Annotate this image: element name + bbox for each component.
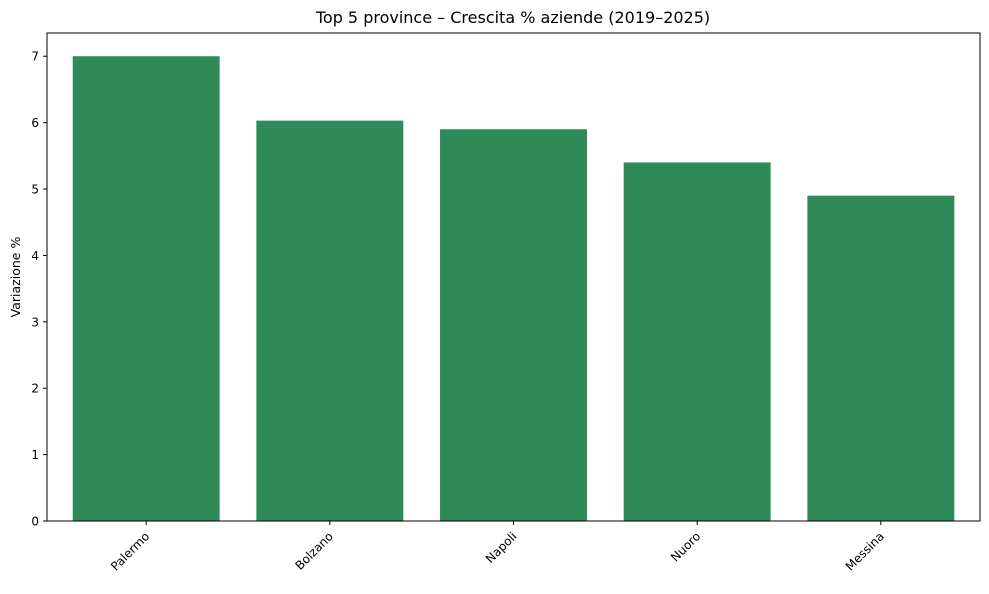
y-tick-label: 3 (31, 315, 39, 329)
bar-bolzano (256, 120, 404, 522)
y-tick-label: 5 (31, 183, 39, 197)
y-tick-label: 1 (31, 448, 39, 462)
bar-messina (807, 195, 955, 521)
x-tick-label: Nuoro (668, 529, 703, 564)
x-tick-label: Bolzano (292, 529, 335, 572)
plot-frame (46, 32, 981, 522)
y-tick-label: 0 (31, 515, 39, 529)
y-tick-label: 4 (31, 249, 39, 263)
chart-title: Top 5 province – Crescita % aziende (201… (315, 8, 710, 27)
bar-napoli (440, 129, 587, 522)
y-axis-label: Variazione % (8, 237, 23, 318)
bar-palermo (72, 56, 220, 521)
x-tick-label: Palermo (108, 529, 152, 573)
x-tick-label: Napoli (483, 529, 520, 566)
bar-nuoro (623, 162, 771, 521)
y-tick-label: 2 (31, 382, 39, 396)
y-tick-label: 6 (31, 116, 39, 130)
y-tick-label: 7 (31, 50, 39, 64)
x-tick-label: Messina (843, 529, 887, 573)
